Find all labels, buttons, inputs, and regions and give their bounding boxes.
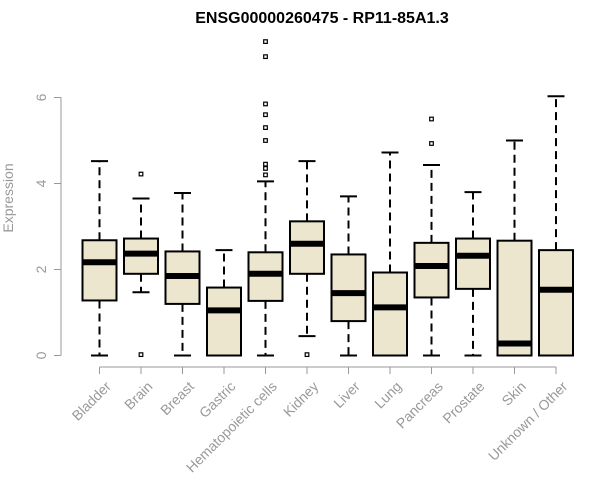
box (289, 220, 325, 275)
box (496, 239, 533, 357)
x-tick-label: Lung (371, 378, 404, 411)
outlier-point (263, 161, 268, 167)
outlier-point (263, 138, 268, 143)
y-tick-label: 6 (33, 93, 49, 101)
outlier-point (263, 112, 268, 118)
x-tick-label: Breast (157, 378, 197, 418)
outlier-point (138, 352, 144, 358)
y-tick-label: 0 (33, 351, 49, 359)
x-tick-label: Prostate (439, 378, 487, 426)
outlier-point (263, 39, 268, 44)
x-tick-label: Bladder (69, 378, 115, 424)
outlier-point (263, 101, 268, 107)
outlier-point (429, 141, 434, 146)
outlier-point (263, 172, 268, 178)
y-tick-label: 2 (33, 265, 49, 273)
y-tick-label: 4 (33, 179, 49, 187)
x-tick-label: Brain (121, 378, 155, 412)
outlier-point (263, 125, 268, 131)
box (330, 253, 367, 323)
outlier-point (429, 116, 434, 122)
box (538, 249, 574, 357)
y-axis-label: Expression (0, 163, 16, 232)
outlier-point (263, 166, 268, 171)
x-tick-label: Kidney (280, 378, 322, 420)
box (372, 271, 408, 357)
x-tick-label: Unknown / Other (485, 378, 571, 464)
outlier-point (304, 352, 310, 358)
outlier-point (138, 171, 144, 177)
box (81, 239, 118, 302)
x-tick-label: Liver (330, 378, 363, 411)
box (413, 241, 450, 299)
box (206, 286, 242, 357)
outlier-point (263, 54, 268, 60)
x-tick-label: Skin (498, 378, 529, 409)
chart-title: ENSG00000260475 - RP11-85A1.3 (195, 10, 449, 27)
box (455, 237, 491, 290)
